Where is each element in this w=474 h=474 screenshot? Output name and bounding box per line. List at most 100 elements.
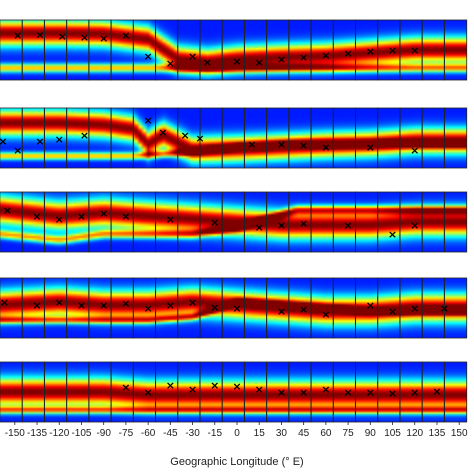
panel-4-marker-11: × [232,302,241,315]
panel-4-marker-15: × [366,299,375,312]
panel-2-marker-9: × [195,132,204,145]
panel-5-strip-21 [443,361,468,423]
x-tick-label-3: -120 [49,428,69,439]
panel-2-marker-3: × [35,135,44,148]
panel-4-marker-14: × [321,308,330,321]
x-tick-label-18: 105 [384,428,401,439]
panel-2-strip-21 [443,107,468,169]
panel-5-marker-15: × [432,385,441,398]
x-axis-label: Geographic Longitude (° E) [170,456,304,468]
panel-1-marker-15: × [321,49,330,62]
panel-4-marker-16: × [388,305,397,318]
panel-4-marker-2: × [32,299,41,312]
x-tick-label-14: 45 [298,428,310,439]
panel-1-marker-14: × [299,51,308,64]
heatmap-panel-3: × × × × × × × × × × × × × × [0,191,468,253]
x-tick-label-16: 75 [343,428,355,439]
heatmap-panel-4: × × × × × × × × × × × × × × × × × × [0,277,468,339]
panel-2-marker-5: × [80,129,89,142]
panel-4-marker-10: × [210,301,219,314]
x-tick-label-9: -30 [185,428,200,439]
panel-4-marker-5: × [99,299,108,312]
panel-3-marker-10: × [277,219,286,232]
panel-3-marker-12: × [343,219,352,232]
x-tick-label-10: -15 [208,428,223,439]
panel-3-marker-9: × [255,221,264,234]
heatmap-panel-5: × × × × × × × × × × × × × × × [0,361,468,423]
panel-4-marker-4: × [77,299,86,312]
panel-4-strip-21 [443,277,468,339]
panel-1-marker-11: × [232,55,241,68]
panel-5-marker-6: × [232,380,241,393]
panel-5-marker-13: × [388,387,397,400]
x-tick-label-4: -105 [71,428,91,439]
panel-1-marker-10: × [203,56,212,69]
panel-2-marker-12: × [299,139,308,152]
panel-3-marker-8: × [210,216,219,229]
panel-4-marker-3: × [55,296,64,309]
panel-2-marker-7: × [158,126,167,139]
panel-5-marker-12: × [366,386,375,399]
panel-2-marker-8: × [181,129,190,142]
panel-5-marker-9: × [299,386,308,399]
x-tick-label-5: -90 [96,428,111,439]
panel-2-marker-1: × [0,135,8,148]
panel-1-marker-18: × [388,44,397,57]
panel-4-marker-1: × [0,296,9,309]
panel-1-marker-13: × [277,53,286,66]
heatmap-image-1 [0,20,467,80]
panel-1-marker-12: × [255,56,264,69]
panel-3-marker-7: × [166,213,175,226]
x-tick-label-19: 120 [406,428,423,439]
heatmap-image-3 [0,192,467,252]
heatmap-image-5 [0,362,467,422]
panel-1-marker-3: × [58,30,67,43]
panel-5-marker-8: × [277,386,286,399]
panel-2-marker-2: × [13,144,22,157]
x-tick-label-20: 135 [429,428,446,439]
panel-3-marker-6: × [121,210,130,223]
x-tick-label-1: -150 [5,428,25,439]
panel-3-marker-4: × [77,210,86,223]
panel-5-marker-1: × [121,381,130,394]
x-tick-label-11: 0 [234,428,240,439]
panel-1-marker-2: × [35,28,44,41]
x-tick-label-8: -45 [163,428,178,439]
panel-grid: × × × × × × × × × × × × × × × × × × × × × × × × × × × × × × × × × × × × × × × ×… [0,19,468,423]
panel-1-marker-9: × [188,50,197,63]
panel-3-strip-21 [443,191,468,253]
panel-2-marker-11: × [277,138,286,151]
panel-4-marker-6: × [121,297,130,310]
panel-1-marker-8: × [166,57,175,70]
panel-3-marker-14: × [410,219,419,232]
panel-2-marker-4: × [55,133,64,146]
panel-2-marker-13: × [321,141,330,154]
x-tick-label-2: -135 [27,428,47,439]
heatmap-image-4 [0,278,467,338]
panel-5-marker-5: × [210,379,219,392]
panel-2-marker-14: × [366,141,375,154]
panel-1-marker-19: × [410,44,419,57]
panel-2-marker-10: × [247,138,256,151]
panel-3-marker-5: × [99,207,108,220]
x-axis-ticks: -150 -135 -120 -105 -90 -75 -60 -45 -30 -15 0 15 30 4… [5,422,468,439]
panel-4-marker-13: × [299,303,308,316]
panel-5-marker-11: × [343,386,352,399]
panel-2-marker-15: × [410,144,419,157]
panel-5-marker-14: × [410,386,419,399]
panel-1-strip-21 [443,19,468,81]
x-tick-label-7: -60 [141,428,156,439]
panel-1-marker-5: × [99,32,108,45]
panel-5-marker-3: × [166,379,175,392]
panel-1-marker-6: × [121,29,130,42]
panel-4-marker-8: × [166,299,175,312]
x-tick-label-17: 90 [365,428,377,439]
x-tick-label-13: 30 [276,428,288,439]
panel-4-marker-9: × [188,296,197,309]
panel-5-marker-4: × [188,383,197,396]
heatmap-panel-2: × × × × × × × × × × × × × × × [0,107,468,169]
panel-5-marker-7: × [255,383,264,396]
panel-1-marker-7: × [144,50,153,63]
panel-1-marker-17: × [366,45,375,58]
